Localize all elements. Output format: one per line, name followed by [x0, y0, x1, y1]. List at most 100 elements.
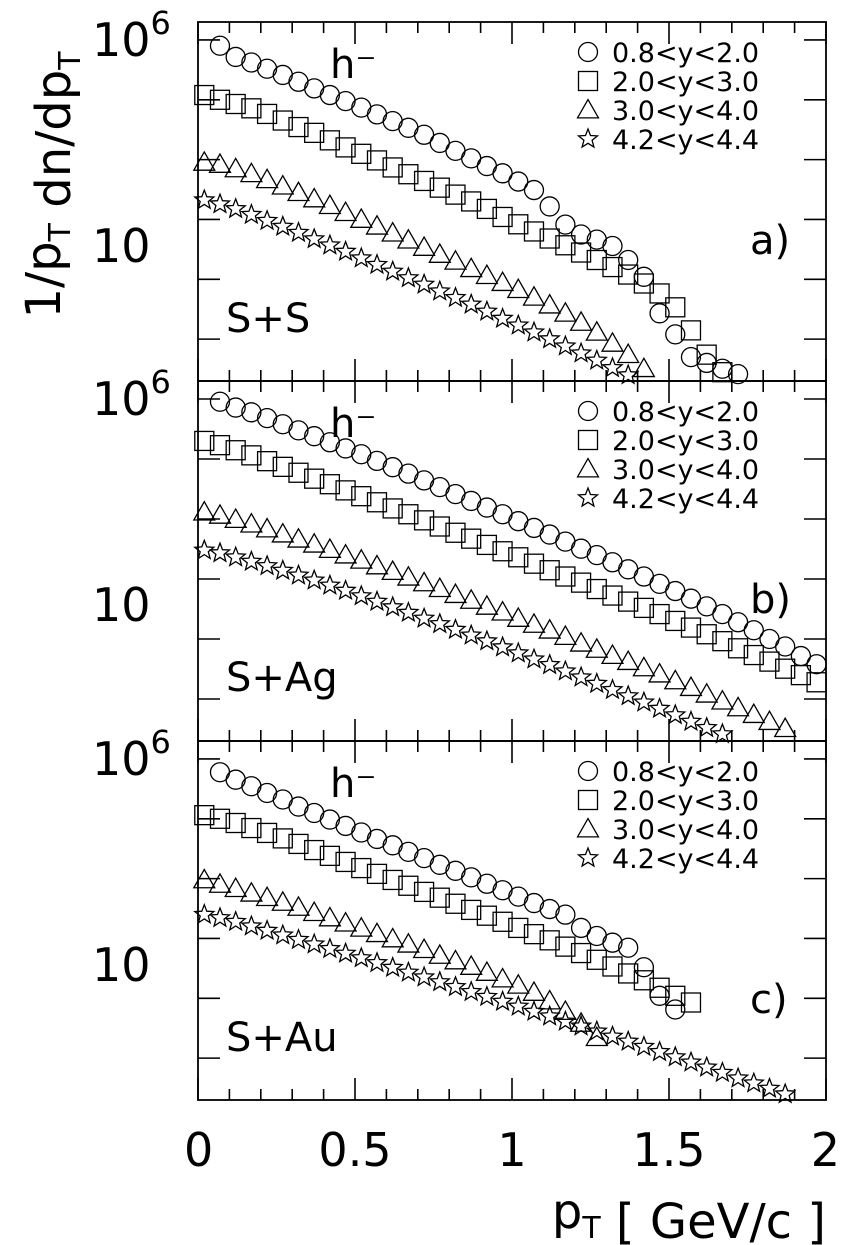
data-point	[632, 656, 656, 677]
data-point	[397, 600, 420, 623]
data-point	[649, 977, 670, 998]
data-point	[757, 709, 782, 731]
data-point	[192, 500, 216, 521]
data-point	[208, 906, 232, 928]
data-point	[665, 999, 686, 1020]
data-point	[381, 259, 404, 282]
data-point	[334, 200, 358, 222]
data-point	[398, 841, 419, 863]
series-square	[194, 430, 827, 693]
data-point	[508, 917, 529, 939]
data-point	[239, 162, 263, 183]
data-point	[304, 122, 325, 144]
data-point	[193, 188, 216, 210]
data-point	[459, 588, 483, 609]
data-point	[554, 334, 577, 356]
data-point	[319, 845, 341, 867]
data-point	[398, 875, 419, 896]
data-point	[255, 208, 279, 231]
data-point	[286, 527, 311, 548]
data-point	[302, 568, 326, 590]
data-point	[366, 863, 388, 885]
legend-label: 0.8<y<2.0	[612, 38, 759, 69]
data-point	[616, 1029, 640, 1051]
data-point	[663, 669, 687, 690]
data-point	[302, 900, 326, 922]
data-point	[429, 516, 450, 537]
legend-label: 0.8<y<2.0	[612, 757, 759, 788]
data-point	[240, 549, 263, 572]
data-point	[412, 965, 436, 987]
data-point	[366, 450, 388, 472]
y-tick-label-top: 106	[92, 723, 171, 786]
data-point	[523, 923, 545, 945]
data-point	[287, 220, 310, 243]
data-point	[601, 356, 624, 378]
legend-marker-triangle	[576, 98, 600, 119]
data-point	[366, 492, 388, 513]
particle-label: h⁻	[330, 761, 376, 807]
data-point	[256, 822, 278, 844]
data-point	[365, 921, 389, 943]
y-tick-label-mid: 10	[92, 578, 151, 632]
data-point	[288, 116, 309, 138]
series-square	[194, 84, 733, 383]
data-point	[522, 647, 546, 669]
data-point	[365, 214, 389, 235]
data-point	[381, 221, 405, 242]
legend-label: 3.0<y<4.0	[612, 96, 759, 127]
data-point	[224, 876, 248, 898]
series-star	[193, 902, 797, 1104]
data-point	[194, 805, 215, 826]
data-point	[225, 440, 246, 461]
data-point	[396, 932, 420, 953]
data-point	[272, 456, 293, 477]
legend-marker-square	[577, 789, 599, 811]
data-point	[192, 150, 216, 171]
data-point	[648, 662, 672, 683]
data-point	[461, 528, 482, 549]
data-point	[445, 893, 466, 914]
data-point	[569, 341, 593, 363]
data-point	[618, 937, 639, 958]
data-point	[569, 1014, 593, 1036]
data-point	[492, 206, 513, 228]
data-point	[318, 537, 342, 559]
data-point	[602, 956, 623, 977]
data-point	[335, 851, 356, 873]
data-point	[522, 285, 546, 306]
data-point	[618, 249, 639, 271]
data-point	[726, 1066, 750, 1088]
data-point	[429, 177, 450, 198]
data-point	[334, 578, 357, 601]
series-star	[193, 538, 734, 744]
data-point	[649, 303, 670, 324]
data-point	[475, 960, 499, 981]
data-point	[679, 675, 703, 697]
data-point	[696, 344, 717, 365]
data-point	[648, 1040, 671, 1062]
data-point	[491, 270, 515, 292]
y-tick-label-top: 106	[92, 4, 171, 67]
data-point	[601, 678, 624, 700]
data-point	[665, 324, 686, 345]
data-point	[742, 1071, 766, 1093]
data-point	[538, 1004, 561, 1026]
data-point	[271, 923, 295, 945]
data-point	[239, 512, 263, 533]
panel-tag: c)	[750, 977, 788, 1023]
data-point	[712, 603, 733, 625]
data-point	[193, 902, 216, 925]
data-point	[319, 130, 341, 151]
data-point	[382, 157, 403, 178]
system-label: S+Ag	[226, 655, 338, 701]
data-point	[633, 970, 655, 991]
x-axis-label: pT [ GeV/c ]	[552, 1184, 826, 1245]
data-point	[428, 943, 452, 964]
data-point	[727, 638, 749, 659]
data-point	[255, 517, 279, 538]
data-point	[429, 887, 450, 908]
data-point	[665, 297, 686, 318]
series-circle	[209, 391, 827, 675]
